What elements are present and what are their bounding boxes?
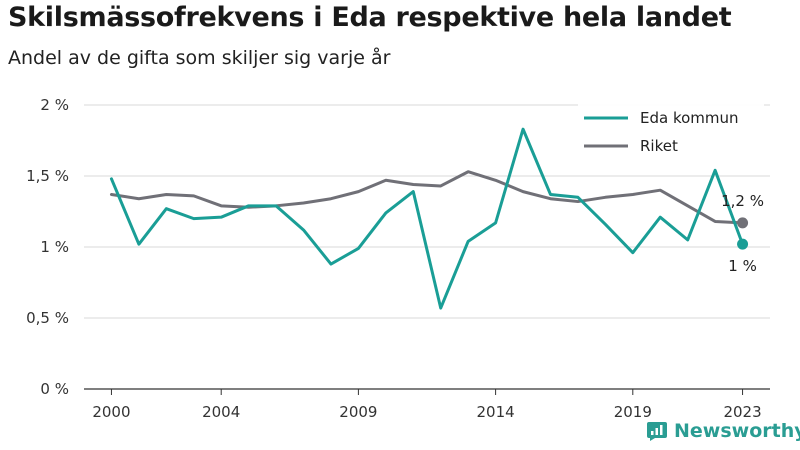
legend-label: Riket (640, 137, 678, 155)
brand: Newsworthy (646, 420, 800, 442)
series-line-eda-kommun (109, 127, 745, 310)
y-tick-label: 0 % (40, 380, 69, 398)
series-line-riket (109, 170, 745, 225)
legend: Eda kommun Riket (578, 103, 764, 165)
series-lines (109, 127, 745, 310)
end-point-riket (737, 217, 749, 229)
end-point-eda-kommun (737, 238, 749, 250)
end-value-label: 1 % (728, 257, 757, 275)
y-tick-label: 0,5 % (26, 309, 69, 327)
x-tick-label: 2004 (202, 403, 240, 421)
newsworthy-logo-icon (647, 422, 667, 441)
y-tick-label: 2 % (40, 96, 69, 114)
chart-subtitle: Andel av de gifta som skiljer sig varje … (8, 47, 391, 69)
x-tick-label: 2019 (614, 403, 652, 421)
y-tick-label: 1,5 % (26, 167, 69, 185)
grid-lines (84, 104, 770, 390)
y-axis-ticks: 0 % 0,5 % 1 % 1,5 % 2 % (26, 96, 69, 398)
brand-name: Newsworthy (674, 420, 800, 442)
x-tick-label: 2009 (339, 403, 377, 421)
legend-label: Eda kommun (640, 109, 739, 127)
legend-background (578, 103, 764, 165)
y-tick-label: 1 % (40, 238, 69, 256)
end-markers: 1 % 1,2 % (721, 192, 764, 275)
x-tick-label: 2023 (723, 403, 761, 421)
x-axis-ticks: 2000 2004 2009 2014 2019 2023 (92, 389, 762, 421)
x-tick-label: 2014 (477, 403, 515, 421)
x-tick-label: 2000 (92, 403, 130, 421)
end-value-label: 1,2 % (721, 192, 764, 210)
chart-title: Skilsmässofrekvens i Eda respektive hela… (8, 2, 732, 33)
